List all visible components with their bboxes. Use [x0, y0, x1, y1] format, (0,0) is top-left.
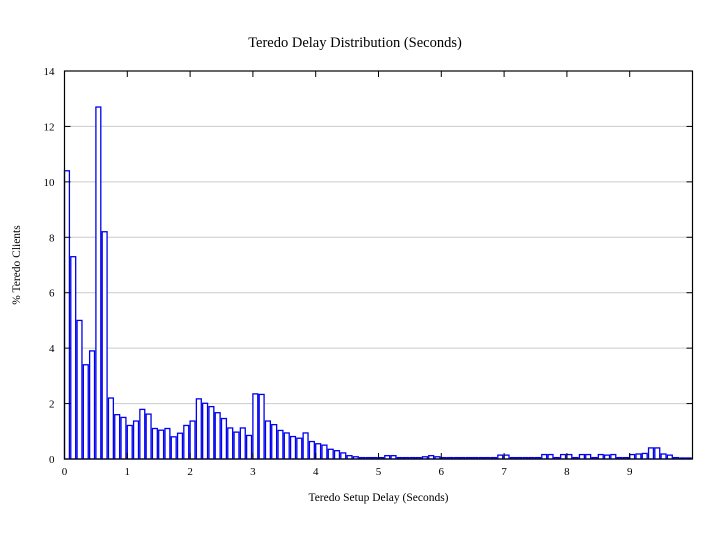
- svg-text:5: 5: [376, 466, 382, 478]
- svg-text:Teredo Setup Delay (Seconds): Teredo Setup Delay (Seconds): [308, 492, 448, 504]
- svg-text:2: 2: [49, 399, 55, 411]
- svg-text:7: 7: [501, 466, 507, 478]
- svg-text:0: 0: [49, 454, 55, 466]
- svg-text:% Teredo Clients: % Teredo Clients: [11, 225, 23, 305]
- svg-text:12: 12: [44, 121, 55, 133]
- svg-text:8: 8: [564, 466, 570, 478]
- svg-text:1: 1: [125, 466, 131, 478]
- svg-text:Teredo Delay Distribution (Sec: Teredo Delay Distribution (Seconds): [248, 35, 462, 51]
- svg-text:6: 6: [439, 466, 445, 478]
- svg-text:4: 4: [313, 466, 319, 478]
- svg-text:4: 4: [49, 343, 55, 355]
- svg-text:9: 9: [627, 466, 633, 478]
- svg-text:3: 3: [250, 466, 256, 478]
- svg-text:8: 8: [49, 232, 55, 244]
- svg-text:10: 10: [44, 177, 56, 189]
- svg-text:6: 6: [49, 288, 55, 300]
- svg-text:2: 2: [187, 466, 193, 478]
- svg-text:14: 14: [44, 66, 56, 78]
- svg-text:0: 0: [62, 466, 68, 478]
